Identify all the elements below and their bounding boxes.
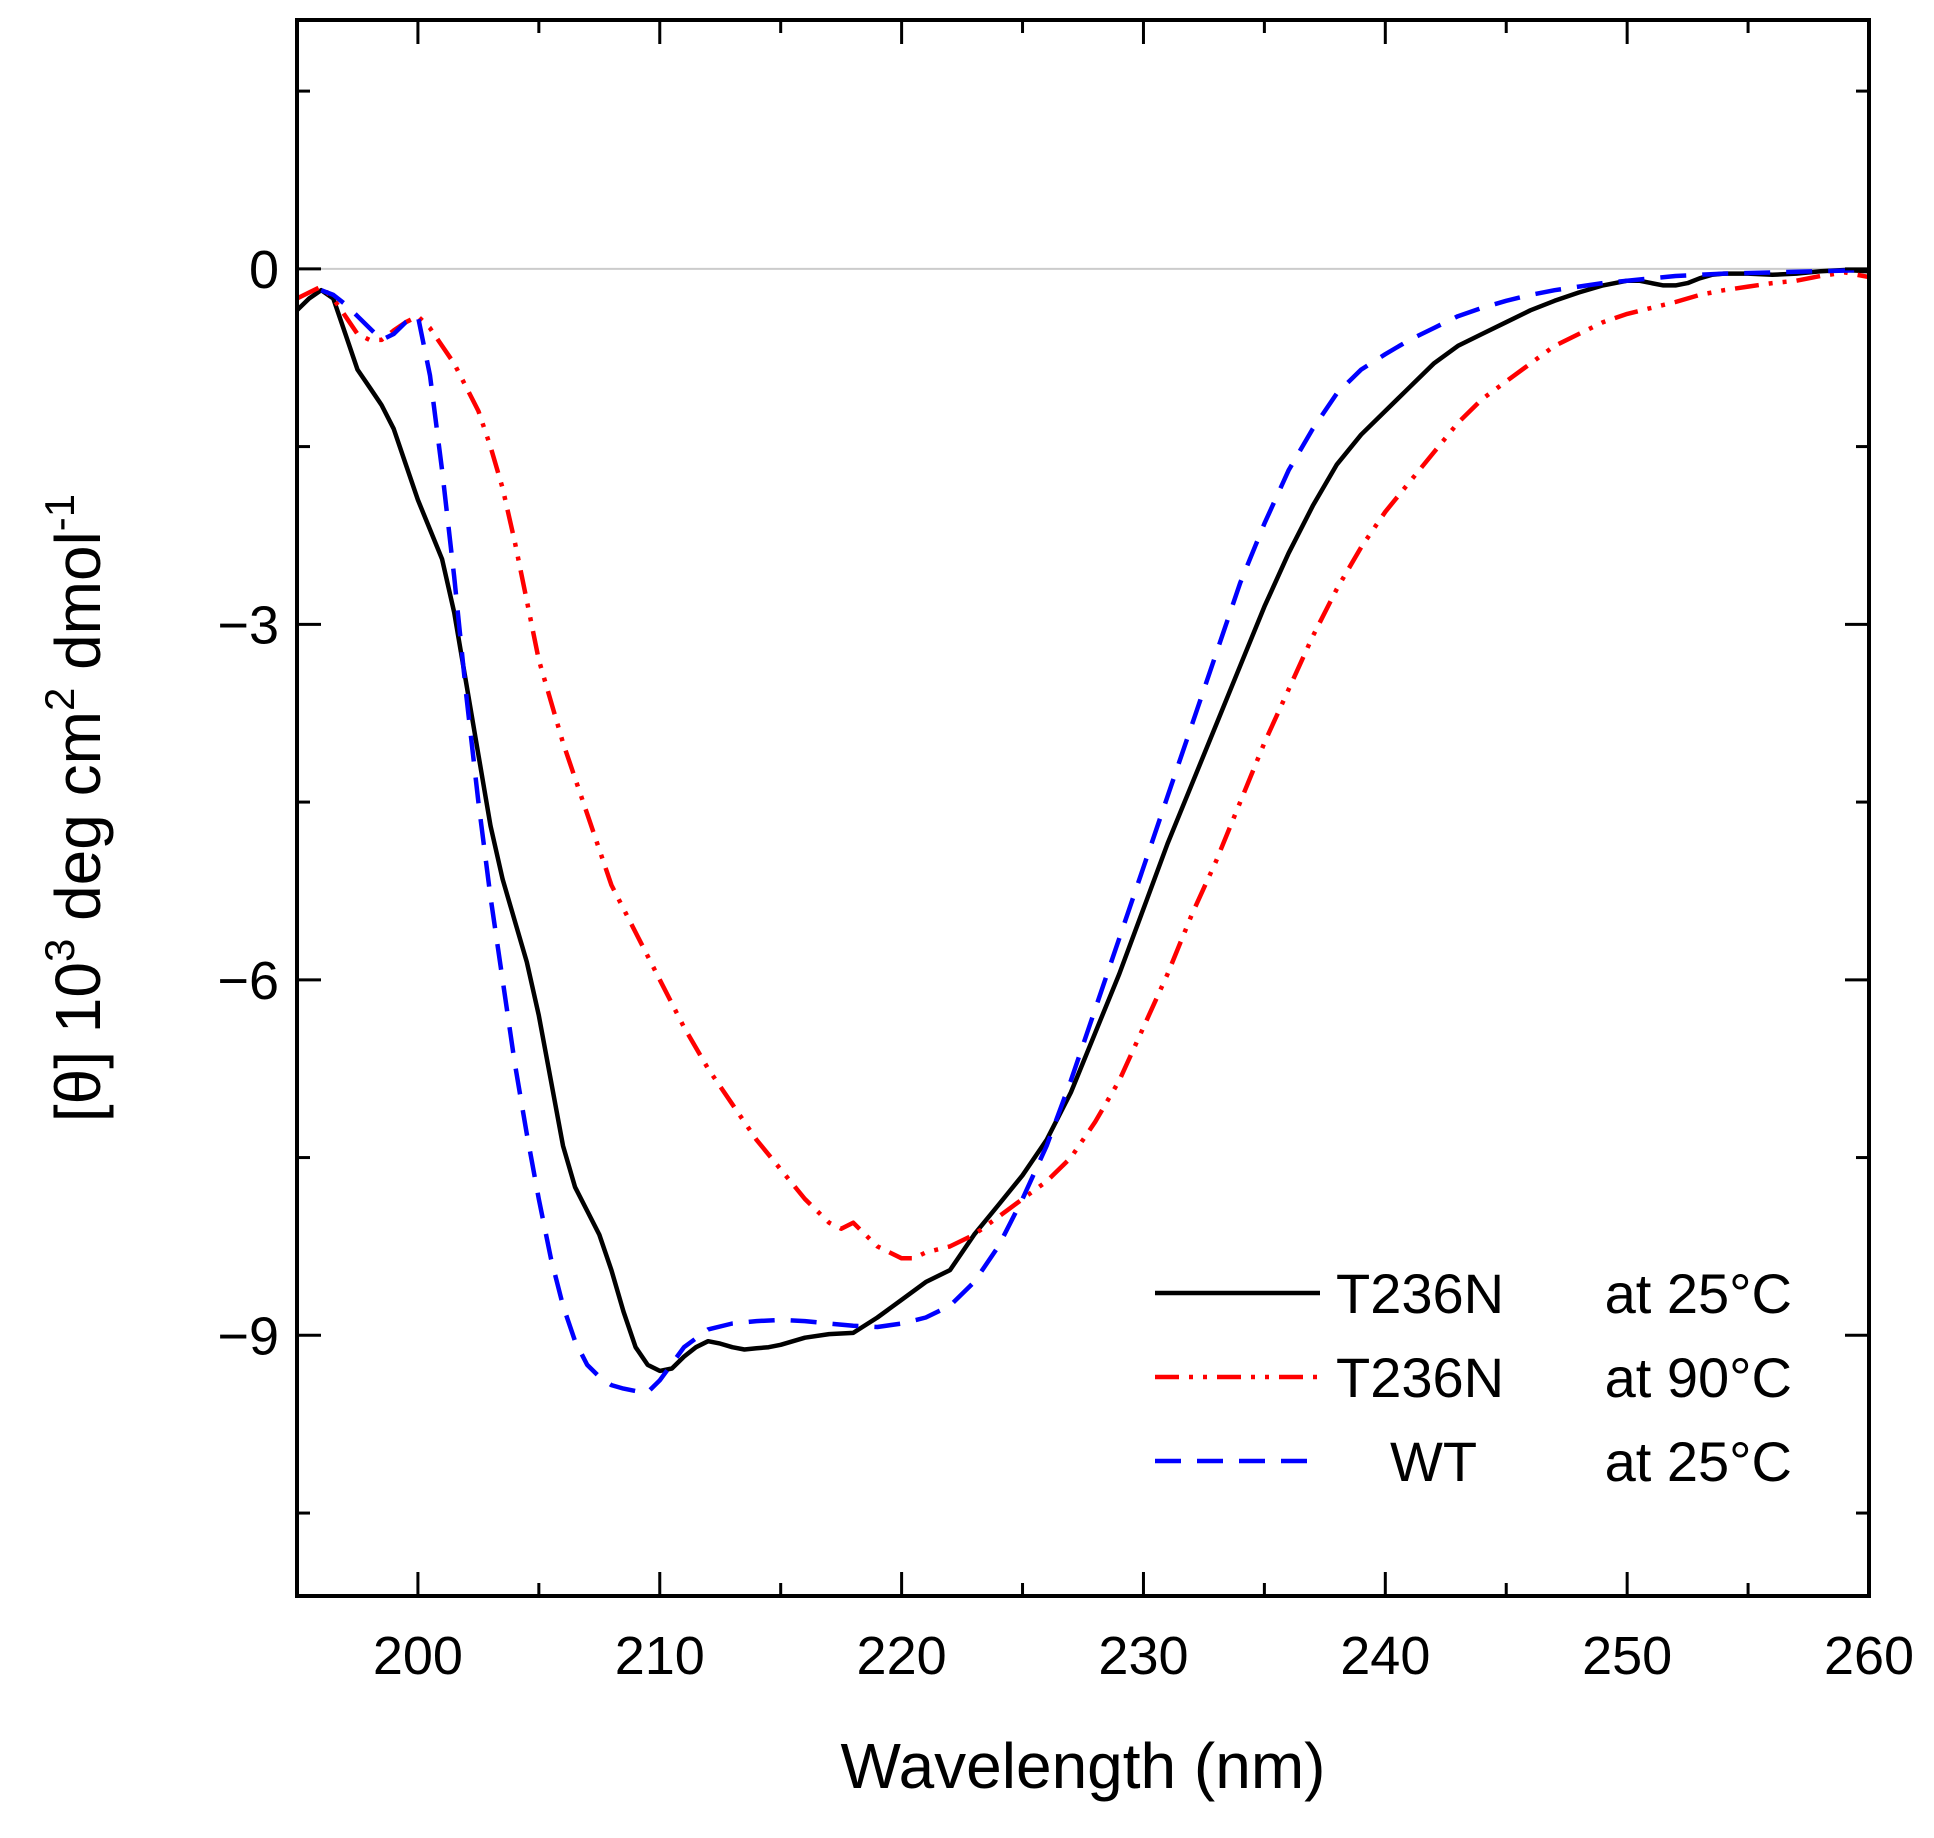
plot-frame xyxy=(295,18,1871,1598)
series-line-2 xyxy=(320,267,1870,1395)
y-axis-title: [θ] 103 deg cm2 dmol-1 xyxy=(36,494,114,1122)
y-tick-label: −6 xyxy=(217,951,279,1011)
y-axis-title-part: deg cm xyxy=(42,711,114,939)
tick-labels-layer: 200 210 220 230 240 250 260 0 −3 −6 −9 xyxy=(217,240,1914,1686)
x-axis-title: Wavelength (nm) xyxy=(841,1730,1326,1802)
x-tick-label: 200 xyxy=(373,1626,463,1686)
y-axis-title-part: [θ] 10 xyxy=(42,962,114,1122)
y-axis-title-superscript: -1 xyxy=(36,494,83,531)
x-tick-label: 260 xyxy=(1824,1626,1914,1686)
y-tick-label: 0 xyxy=(249,240,279,300)
series-line-0 xyxy=(295,267,1870,1374)
x-tick-label: 250 xyxy=(1582,1626,1672,1686)
series-line-1 xyxy=(296,270,1870,1261)
legend: T236N at 25°C T236N at 90°C WT at 25°C xyxy=(1155,1262,1792,1493)
legend-label-name: T236N xyxy=(1336,1346,1504,1409)
y-tick-label: −3 xyxy=(217,595,279,655)
y-axis-title-superscript: 2 xyxy=(36,688,83,711)
series-layer xyxy=(295,267,1870,1395)
y-tick-label: −9 xyxy=(217,1306,279,1366)
legend-label-name: WT xyxy=(1390,1430,1477,1493)
legend-label-condition: at 25°C xyxy=(1605,1430,1792,1493)
x-tick-label: 220 xyxy=(857,1626,947,1686)
x-tick-label: 230 xyxy=(1098,1626,1188,1686)
x-tick-label: 240 xyxy=(1340,1626,1430,1686)
legend-label-condition: at 90°C xyxy=(1605,1346,1792,1409)
ticks-layer xyxy=(295,20,1871,1596)
y-axis-title-part: dmol xyxy=(42,531,114,688)
x-tick-label: 210 xyxy=(615,1626,705,1686)
legend-label-name: T236N xyxy=(1336,1262,1504,1325)
y-axis-title-superscript: 3 xyxy=(36,939,83,962)
legend-label-condition: at 25°C xyxy=(1605,1262,1792,1325)
